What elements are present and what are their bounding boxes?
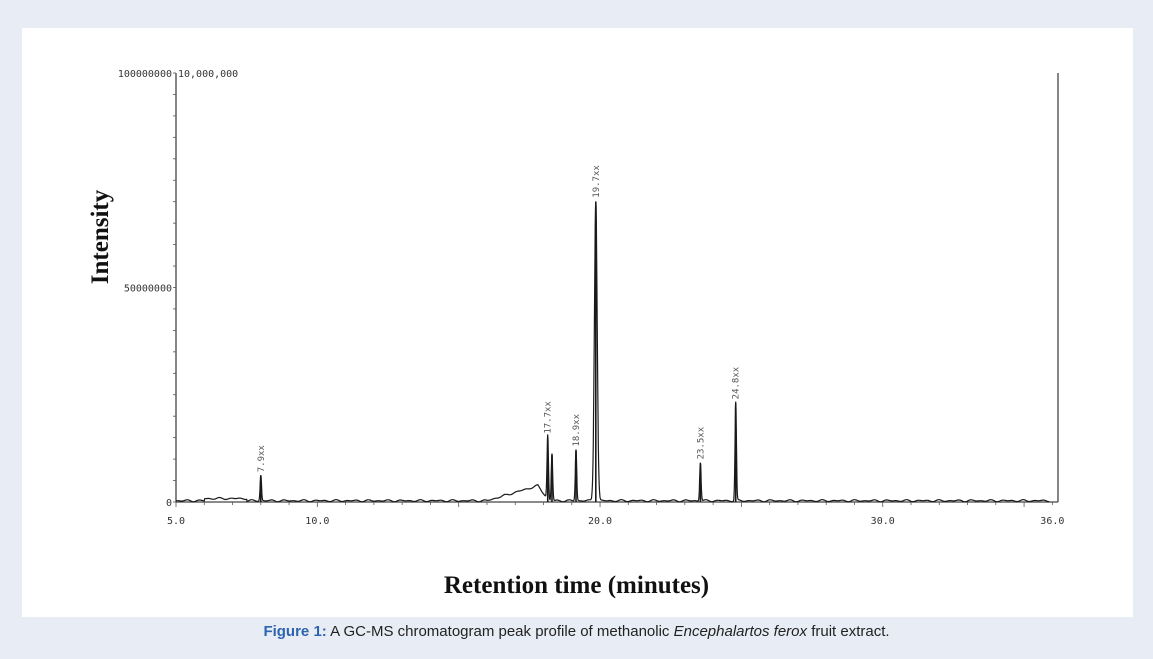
- x-axis-label: Retention time (minutes): [443, 572, 710, 599]
- peak-label: 23.5xx: [696, 426, 706, 459]
- x-tick-label: 20.0: [588, 516, 612, 527]
- x-tick-label: 5.0: [167, 516, 185, 527]
- peak-labels: 7.9xx 17.7xx 18.9xx 19.7xx 23.5xx 24.8xx: [257, 165, 742, 473]
- y-tick-label: 100000000: [118, 69, 172, 80]
- peak-label: 24.8xx: [732, 366, 742, 399]
- x-tick-label: 10.0: [305, 516, 329, 527]
- x-tick-label: 30.0: [871, 516, 895, 527]
- caption-label: Figure 1:: [263, 623, 327, 640]
- peak-label: 17.7xx: [544, 401, 554, 434]
- peak-label: 18.9xx: [572, 413, 582, 446]
- chromatogram-trace: [176, 201, 1050, 503]
- x-tick-label: 36.0: [1040, 516, 1064, 527]
- caption-species: Encephalartos ferox: [673, 623, 808, 640]
- figure-caption: Figure 1: A GC-MS chromatogram peak prof…: [0, 617, 1153, 647]
- peak-label: 7.9xx: [257, 445, 267, 473]
- trace-group: [176, 201, 1050, 503]
- caption-text-post: fruit extract.: [807, 623, 890, 640]
- y-tick-label: 50000000: [124, 284, 172, 295]
- y-scale-label: 10,000,000: [178, 69, 238, 80]
- y-axis-label: Intensity: [87, 189, 114, 285]
- axes: [173, 72, 1059, 507]
- y-tick-label: 0: [166, 498, 172, 509]
- peak-label: 19.7xx: [592, 165, 602, 198]
- tick-labels: 5.0 10.0 20.0 30.0 36.0 0 50000000 100000000 10,…: [118, 69, 1065, 527]
- figure-panel: [22, 28, 1133, 617]
- caption-text-pre: A GC-MS chromatogram peak profile of met…: [326, 623, 674, 640]
